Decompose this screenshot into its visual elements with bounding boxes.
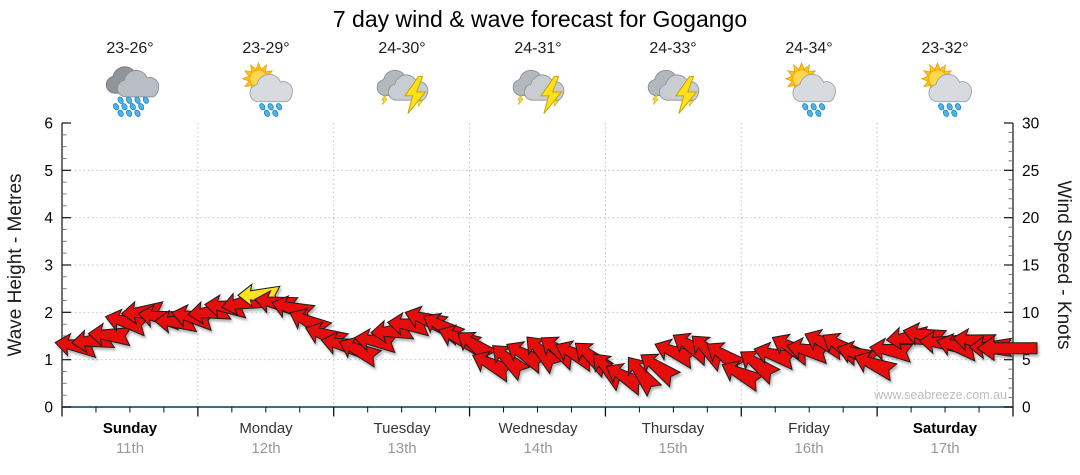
day-date: 15th [658, 440, 688, 457]
x-label-wednesday: Wednesday 14th [470, 420, 606, 457]
temp-range: 23-26° [106, 40, 154, 57]
day-name: Tuesday [373, 420, 431, 437]
x-label-friday: Friday 16th [741, 420, 877, 457]
svg-text:0: 0 [1022, 400, 1031, 417]
wind-arrows [54, 283, 1038, 398]
day-header-saturday: 23-32° [877, 40, 1013, 117]
day-date: 17th [930, 440, 960, 457]
svg-text:6: 6 [44, 116, 53, 133]
svg-text:5: 5 [1022, 352, 1031, 369]
svg-text:5: 5 [44, 163, 53, 180]
day-header-friday: 24-34° [741, 40, 877, 117]
svg-text:1: 1 [44, 352, 53, 369]
temp-range: 24-34° [785, 40, 833, 57]
svg-text:10: 10 [1022, 305, 1040, 322]
x-label-saturday: Saturday 17th [877, 420, 1013, 457]
x-label-sunday: Sunday 11th [62, 420, 198, 457]
temp-range: 24-31° [514, 40, 562, 57]
temp-range: 24-30° [378, 40, 426, 57]
temp-range: 24-33° [649, 40, 697, 57]
day-header-wednesday: 24-31° [470, 40, 606, 117]
day-date: 11th [115, 440, 145, 457]
day-header-tuesday: 24-30° [334, 40, 470, 117]
day-name: Monday [239, 420, 293, 437]
axes-and-ticks: 0 1 2 3 4 5 6 0 5 10 15 20 25 30 [44, 116, 1040, 417]
x-label-monday: Monday 12th [198, 420, 334, 457]
day-header-monday: 23-29° [198, 40, 334, 117]
svg-text:0: 0 [44, 400, 53, 417]
svg-text:15: 15 [1022, 258, 1039, 275]
day-name: Friday [788, 420, 830, 437]
day-name: Thursday [641, 420, 705, 437]
day-name: Sunday [102, 420, 158, 437]
day-name: Wednesday [498, 420, 578, 437]
page-title: 7 day wind & wave forecast for Gogango [332, 6, 748, 32]
day-date: 13th [387, 440, 417, 457]
svg-text:25: 25 [1022, 163, 1039, 180]
svg-text:4: 4 [44, 210, 53, 227]
day-date: 12th [251, 440, 281, 457]
svg-text:3: 3 [44, 258, 53, 275]
temp-range: 23-32° [921, 40, 969, 57]
x-label-thursday: Thursday 15th [605, 420, 741, 457]
day-date: 14th [523, 440, 553, 457]
day-header-thursday: 24-33° [605, 40, 741, 117]
svg-text:20: 20 [1022, 210, 1040, 227]
watermark: www.seabreeze.com.au [873, 388, 1007, 402]
svg-text:30: 30 [1022, 116, 1040, 133]
temp-range: 23-29° [242, 40, 290, 57]
svg-text:www.seabreeze.com.au: www.seabreeze.com.au [873, 388, 1007, 402]
day-name: Saturday [912, 420, 978, 437]
day-date: 16th [794, 440, 824, 457]
day-header-sunday: 23-26° [62, 40, 198, 117]
x-label-tuesday: Tuesday 13th [334, 420, 470, 457]
svg-text:2: 2 [44, 305, 53, 322]
